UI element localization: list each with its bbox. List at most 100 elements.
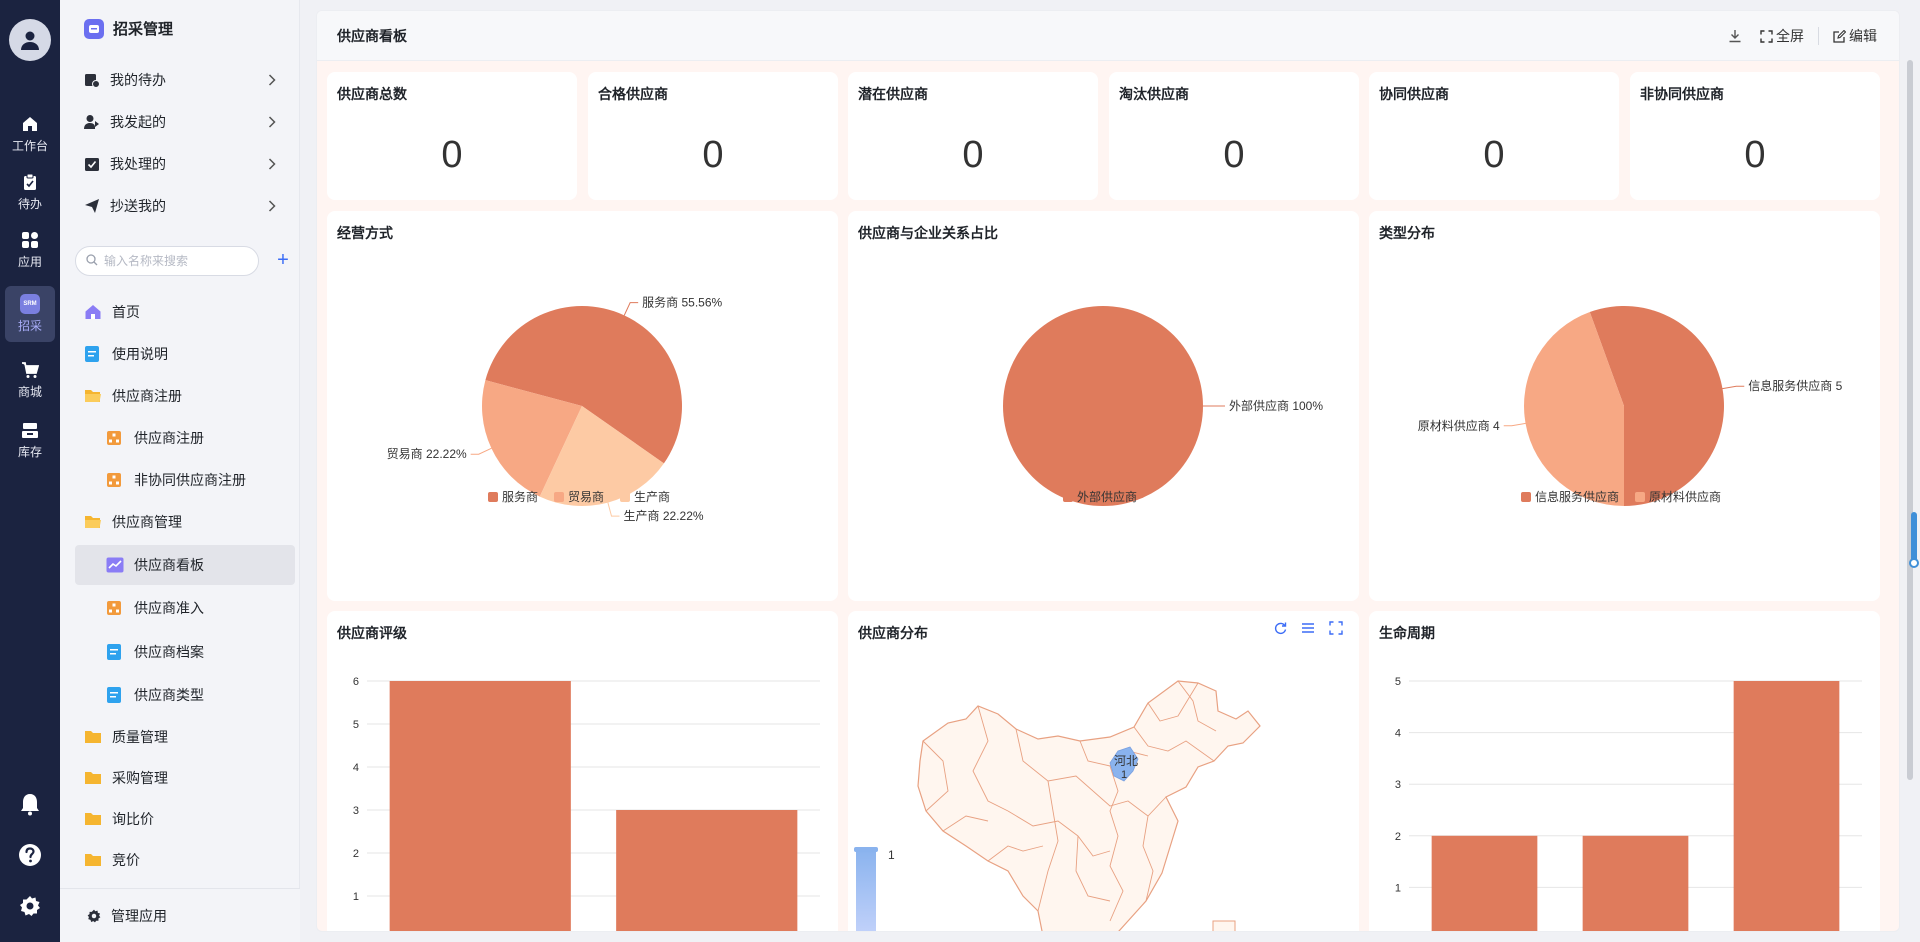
map-tools bbox=[1259, 621, 1343, 635]
stat-value: 0 bbox=[1483, 134, 1505, 176]
rail-item-inventory[interactable]: 库存 bbox=[0, 412, 60, 468]
nav-supplier-type[interactable]: 供应商类型 bbox=[106, 675, 326, 715]
legend-swatch[interactable] bbox=[1521, 492, 1531, 502]
help-icon[interactable] bbox=[0, 843, 60, 867]
legend-label: 外部供应商 bbox=[1077, 489, 1137, 504]
download-icon bbox=[1729, 30, 1741, 43]
legend-swatch[interactable] bbox=[1063, 492, 1073, 502]
task-cc-me[interactable]: 抄送我的 bbox=[84, 185, 284, 227]
bar[interactable] bbox=[616, 810, 798, 932]
china-map: 河北 1 1 bbox=[854, 680, 1261, 932]
user-avatar[interactable] bbox=[9, 19, 51, 61]
add-button[interactable]: + bbox=[277, 249, 289, 271]
y-tick-label: 5 bbox=[1395, 676, 1401, 688]
rail-item-workbench[interactable]: 工作台 bbox=[0, 106, 60, 162]
chart-card-business-mode: 经营方式 服务商 55.56% 贸易商 22.22% 生产商 22.22% 服务商 贸易… bbox=[327, 211, 838, 601]
pie-slice[interactable] bbox=[1524, 312, 1624, 506]
task-my-processed[interactable]: 我处理的 bbox=[84, 143, 284, 185]
edit-button[interactable]: 编辑 bbox=[1833, 26, 1877, 46]
vertical-scrollbar[interactable] bbox=[1905, 60, 1915, 935]
nav-purchase-management[interactable]: 采购管理 bbox=[84, 758, 304, 798]
search-input[interactable] bbox=[104, 254, 244, 268]
download-button[interactable] bbox=[1728, 29, 1742, 43]
nav-label: 首页 bbox=[112, 304, 140, 320]
todo-edit-icon bbox=[84, 72, 100, 88]
nav-home[interactable]: 首页 bbox=[84, 292, 304, 332]
fullscreen-button[interactable]: 全屏 bbox=[1760, 26, 1804, 46]
chevron-right-icon bbox=[268, 73, 276, 89]
pie-slice[interactable] bbox=[1589, 306, 1724, 506]
stat-label: 协同供应商 bbox=[1379, 86, 1449, 102]
srm-icon: SRM bbox=[20, 294, 40, 314]
org-chart-icon bbox=[106, 600, 124, 616]
nav-usage-guide[interactable]: 使用说明 bbox=[84, 334, 304, 374]
nav-label: 竞价 bbox=[112, 852, 140, 868]
legend-swatch[interactable] bbox=[1635, 492, 1645, 502]
expand-icon bbox=[1329, 621, 1343, 635]
rail-item-procurement[interactable]: SRM 招采 bbox=[5, 286, 55, 342]
legend-swatch[interactable] bbox=[554, 492, 564, 502]
chart-title: 经营方式 bbox=[337, 225, 393, 241]
visual-map-bar[interactable] bbox=[856, 849, 876, 932]
refresh-button[interactable] bbox=[1273, 621, 1287, 635]
legend-label: 生产商 bbox=[634, 489, 670, 504]
legend-label: 信息服务供应商 bbox=[1535, 489, 1619, 504]
pie-slice[interactable] bbox=[485, 305, 682, 464]
rail-item-mall[interactable]: 商城 bbox=[0, 352, 60, 408]
legend-swatch[interactable] bbox=[488, 492, 498, 502]
bar[interactable] bbox=[389, 681, 571, 932]
chart-title: 供应商评级 bbox=[337, 625, 407, 641]
legend-label: 贸易商 bbox=[568, 489, 604, 504]
pie-slice[interactable] bbox=[539, 406, 664, 506]
pie-slice[interactable] bbox=[1003, 306, 1203, 506]
settings-gear-icon[interactable] bbox=[0, 895, 60, 917]
nav-supplier-registration-folder[interactable]: 供应商注册 bbox=[84, 376, 304, 416]
stat-card-total: 供应商总数 0 bbox=[327, 72, 577, 200]
scroll-indicator[interactable] bbox=[1911, 512, 1917, 562]
map-fullscreen-button[interactable] bbox=[1329, 621, 1343, 635]
data-view-button[interactable] bbox=[1301, 621, 1315, 635]
region-hebei[interactable] bbox=[1109, 746, 1139, 782]
notification-bell-icon[interactable] bbox=[0, 792, 60, 816]
scroll-handle[interactable] bbox=[1909, 558, 1919, 568]
nav-supplier-admission[interactable]: 供应商准入 bbox=[106, 588, 326, 628]
user-icon bbox=[21, 31, 39, 50]
rail-item-todo[interactable]: 待办 bbox=[0, 164, 60, 220]
nav-supplier-registration[interactable]: 供应商注册 bbox=[106, 418, 326, 458]
cart-icon bbox=[20, 360, 40, 380]
nav-price-comparison[interactable]: 询比价 bbox=[84, 799, 304, 839]
bar[interactable] bbox=[1431, 835, 1538, 932]
nav-quality-management[interactable]: 质量管理 bbox=[84, 717, 304, 757]
scrollbar-thumb[interactable] bbox=[1907, 60, 1913, 780]
y-tick-label: 4 bbox=[1395, 728, 1401, 740]
nav-bidding[interactable]: 竞价 bbox=[84, 840, 304, 880]
pie-slice-label: 外部供应商 100% bbox=[1229, 398, 1323, 413]
sidebar-search[interactable] bbox=[75, 246, 259, 276]
nav-supplier-dashboard[interactable]: 供应商看板 bbox=[75, 545, 295, 585]
nav-supplier-archive[interactable]: 供应商档案 bbox=[106, 632, 326, 672]
manage-apps-button[interactable]: 管理应用 bbox=[60, 888, 300, 942]
rail-item-apps[interactable]: 应用 bbox=[0, 222, 60, 278]
task-my-initiated[interactable]: 我发起的 bbox=[84, 101, 284, 143]
legend-swatch[interactable] bbox=[620, 492, 630, 502]
stat-label: 合格供应商 bbox=[598, 86, 668, 102]
nav-label: 供应商档案 bbox=[134, 644, 204, 660]
tools-divider bbox=[1818, 27, 1819, 45]
legend-label: 服务商 bbox=[502, 489, 538, 504]
task-label: 抄送我的 bbox=[110, 198, 166, 214]
pie-slice[interactable] bbox=[482, 380, 582, 497]
bar[interactable] bbox=[1733, 681, 1840, 932]
visual-map-handle[interactable] bbox=[854, 847, 878, 852]
rail-item-label: 应用 bbox=[17, 255, 42, 269]
sidebar: 招采管理 我的待办 我发起的 我处理的 抄送我的 + 首页 使用说明 供应商注册 bbox=[60, 0, 300, 942]
nav-noncollab-supplier-registration[interactable]: 非协同供应商注册 bbox=[106, 460, 326, 500]
nav-supplier-management-folder[interactable]: 供应商管理 bbox=[84, 502, 304, 542]
chart-title: 类型分布 bbox=[1379, 225, 1435, 241]
chevron-right-icon bbox=[268, 199, 276, 215]
task-my-todo[interactable]: 我的待办 bbox=[84, 59, 284, 101]
task-label: 我处理的 bbox=[110, 156, 166, 172]
stat-card-noncollaborative: 非协同供应商 0 bbox=[1630, 72, 1880, 200]
province-borders bbox=[922, 680, 1217, 922]
bar[interactable] bbox=[1582, 835, 1689, 932]
